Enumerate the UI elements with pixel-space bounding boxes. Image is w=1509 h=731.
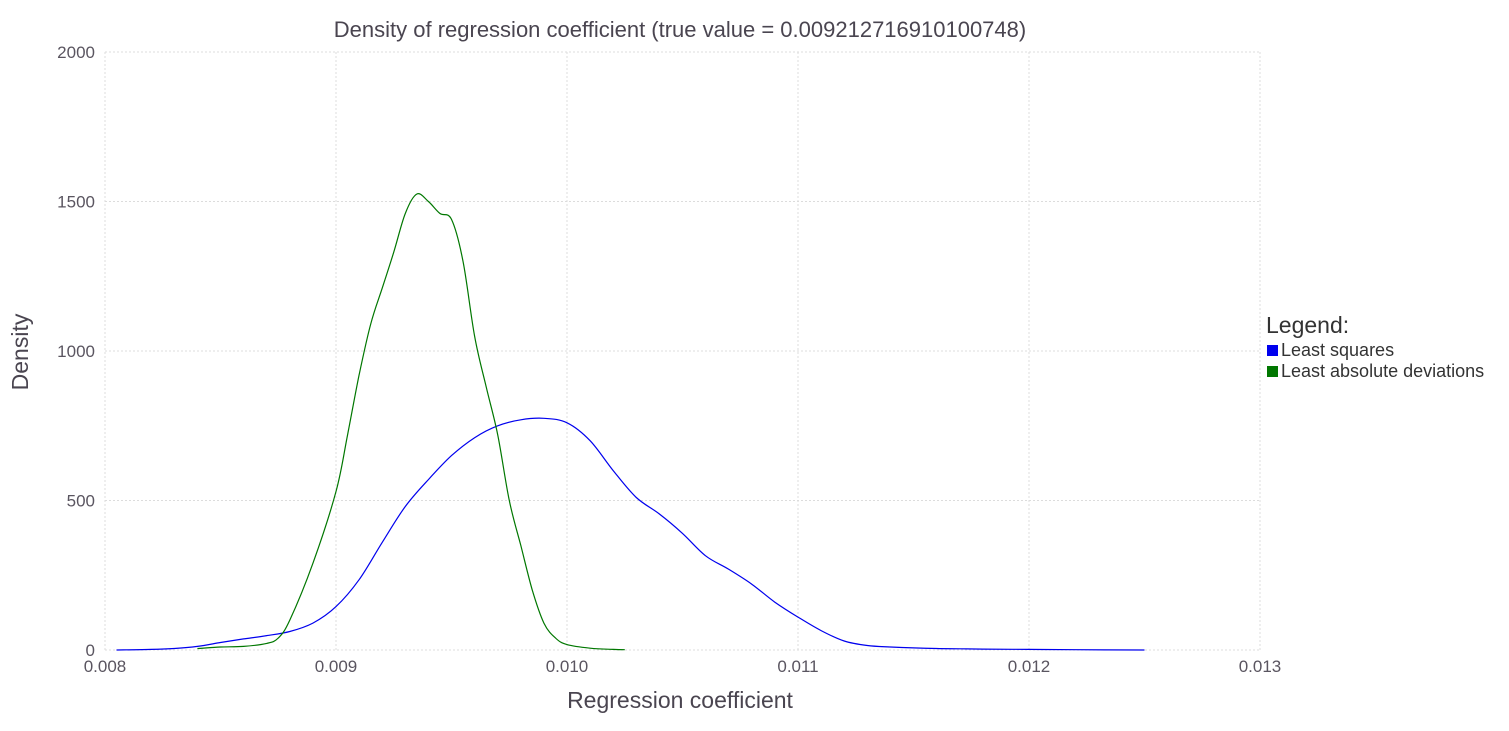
x-tick-label: 0.012 bbox=[1008, 657, 1051, 676]
x-tick-label: 0.010 bbox=[546, 657, 589, 676]
grid bbox=[104, 51, 1261, 651]
y-tick-label: 0 bbox=[86, 641, 95, 660]
legend-swatch bbox=[1267, 366, 1278, 377]
legend-item-label: Least absolute deviations bbox=[1281, 361, 1484, 381]
legend-title: Legend: bbox=[1266, 312, 1349, 338]
y-tick-label: 500 bbox=[67, 492, 95, 511]
legend-item-label: Least squares bbox=[1281, 340, 1394, 360]
x-tick-label: 0.008 bbox=[84, 657, 127, 676]
x-tick-label: 0.009 bbox=[315, 657, 358, 676]
series-line-least-squares bbox=[116, 417, 1145, 651]
x-axis-label: Regression coefficient bbox=[567, 687, 793, 713]
y-tick-label: 2000 bbox=[57, 43, 95, 62]
axes: 0.008 0.009 0.010 0.011 0.012 0.013 0 500 1000 15… bbox=[57, 43, 1281, 676]
chart-title: Density of regression coefficient (true … bbox=[334, 17, 1026, 42]
series-lines bbox=[116, 193, 1145, 651]
y-tick-label: 1000 bbox=[57, 342, 95, 361]
y-tick-label: 1500 bbox=[57, 193, 95, 212]
legend-swatch bbox=[1267, 345, 1278, 356]
series-line-least-absolute-deviations bbox=[197, 193, 625, 651]
x-tick-label: 0.011 bbox=[777, 657, 818, 676]
x-tick-label: 0.013 bbox=[1239, 657, 1282, 676]
y-axis-label: Density bbox=[7, 313, 33, 390]
